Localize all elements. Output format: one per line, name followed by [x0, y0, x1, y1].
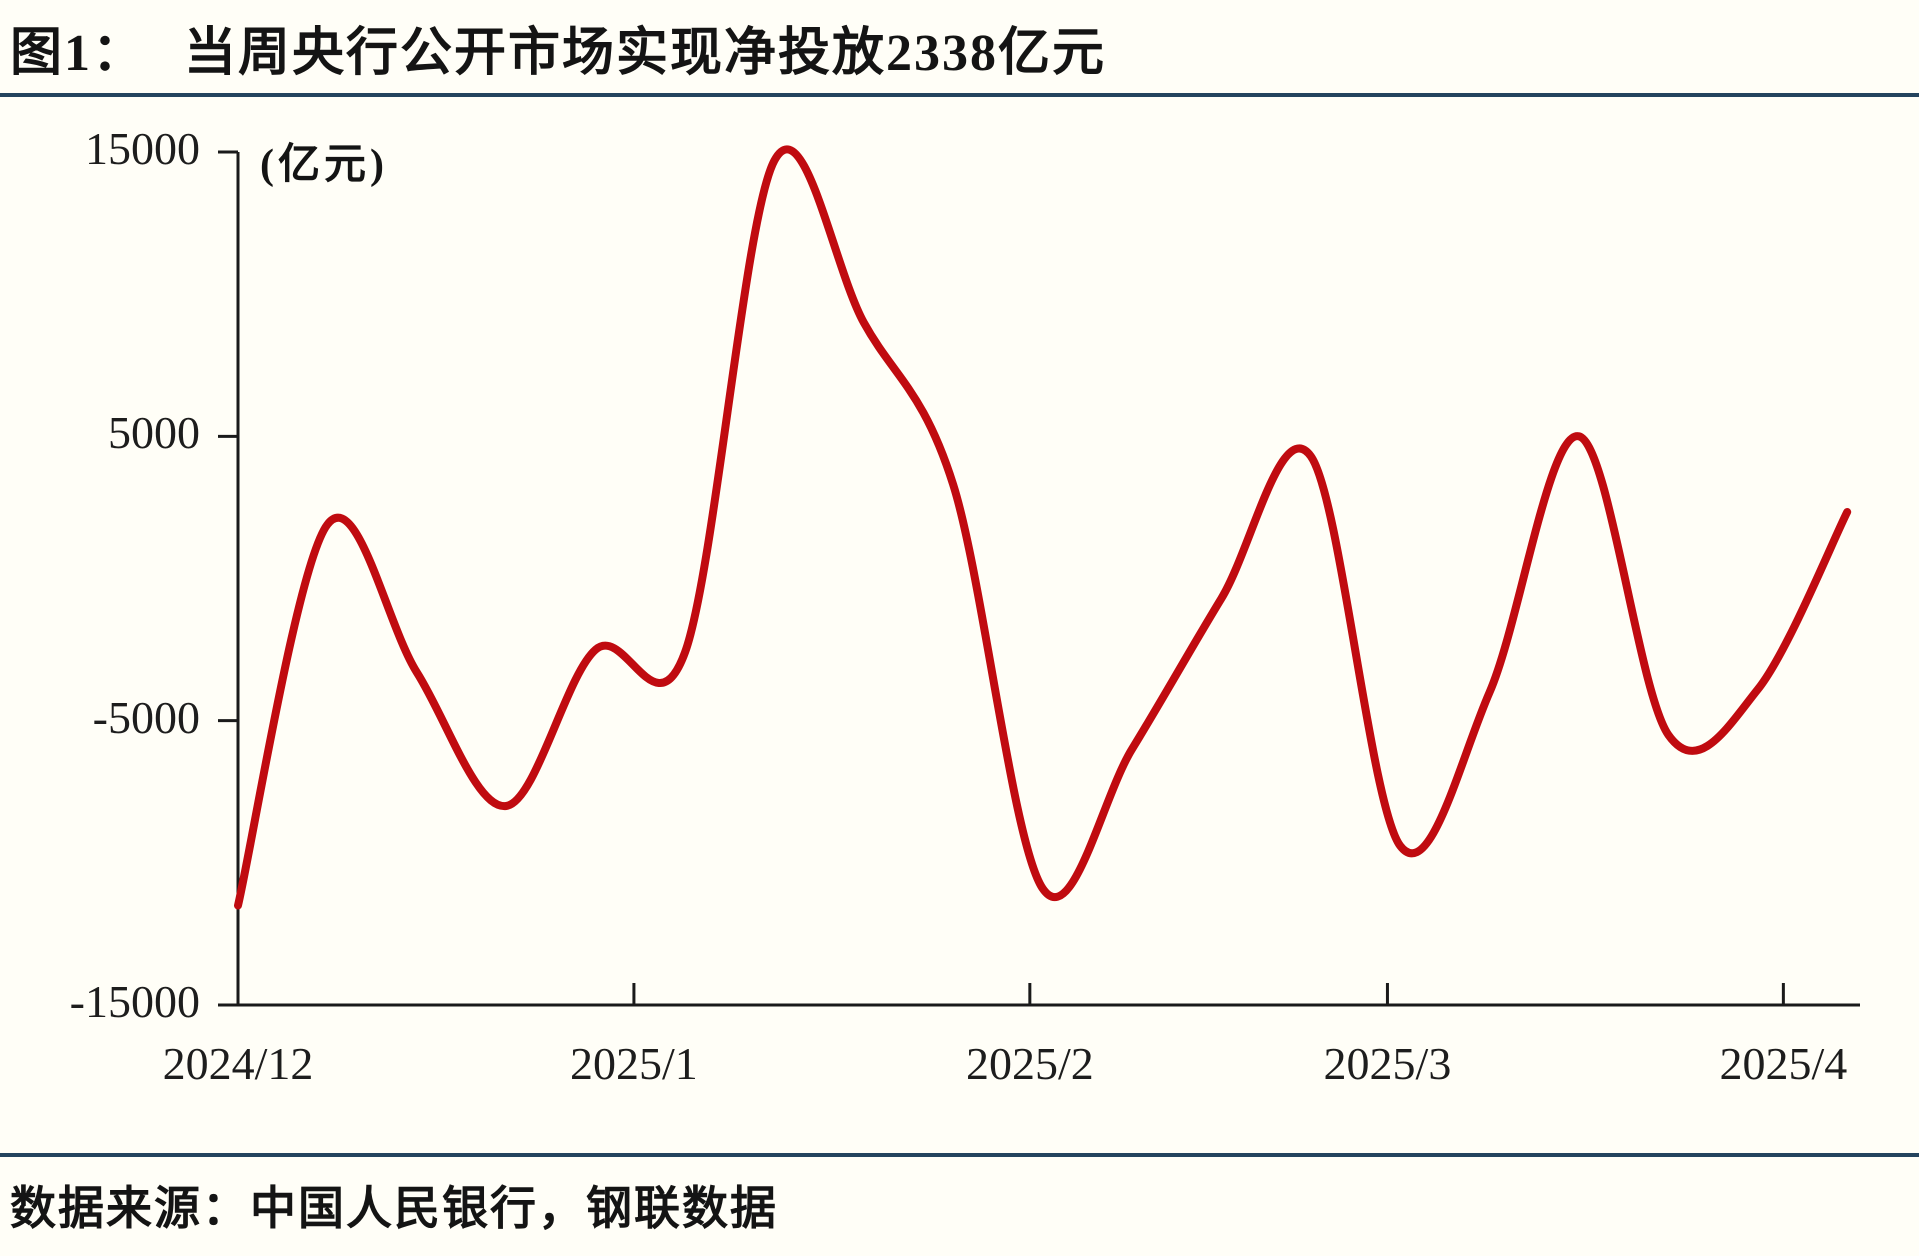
data-source-note: 数据来源：中国人民银行，钢联数据 [10, 1183, 778, 1234]
series-group [234, 145, 1852, 910]
figure-title: 图1： 当周央行公开市场实现净投放2338亿元 [10, 10, 1910, 85]
x-tick-label: 2025/4 [1719, 1038, 1848, 1089]
y-tick-label: 15000 [85, 123, 200, 174]
x-tick-label: 2025/3 [1323, 1038, 1452, 1089]
y-tick-label: -15000 [69, 976, 200, 1027]
x-tick-label: 2025/2 [965, 1038, 1094, 1089]
series-line [234, 145, 1852, 910]
axes-group [218, 150, 1860, 1007]
y-tick-label: 5000 [108, 407, 200, 459]
x-tick-label: 2025/1 [570, 1038, 698, 1089]
figure-number-label: 图1： [10, 25, 147, 82]
title-divider-rule [0, 93, 1919, 97]
y-axis-unit-label: (亿元) [260, 142, 388, 188]
y-tick-label: -5000 [92, 691, 200, 743]
x-tick-label: 2024/12 [162, 1038, 314, 1089]
figure-title-text: 当周央行公开市场实现净投放2338亿元 [184, 25, 1107, 82]
footer-divider-rule [0, 1153, 1919, 1157]
